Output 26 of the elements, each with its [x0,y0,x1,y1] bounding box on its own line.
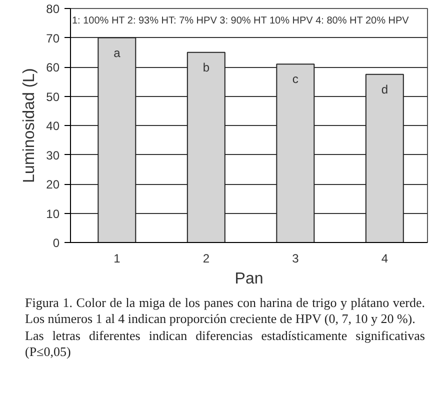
annotation: b [202,60,210,74]
y-tick-label: 20 [46,178,60,192]
text: Figura 1. Color de la miga de los panes con harina de trigo y plátano verde. Los números 1 al 4 indican proporción creciente de HPV (0, 7, 10 y 20 %). [25,295,425,326]
y-tick-label: 30 [46,148,60,162]
y-tick-label: 60 [46,60,60,74]
bar [98,37,136,242]
annotation: d [381,82,388,96]
y-tick-label: 80 [46,2,60,16]
annotation: c [292,72,298,86]
annotation: a [114,46,121,60]
y-axis-title: Luminosidad (L) [21,68,38,183]
x-axis-title: Pan [234,270,264,288]
bar [276,64,315,242]
y-tick-label: 50 [46,90,60,104]
text: Las letras diferentes indican diferencias estadísticamente significativas (P≤0,05) [25,328,425,359]
y-tick-label: 70 [46,31,60,46]
y-tick-label: 40 [46,119,60,133]
bar [186,52,226,242]
x-tick-label: 1 [114,252,121,266]
y-tick-label: 0 [52,236,60,250]
y-tick-label: 10 [46,206,60,221]
x-tick-label: 3 [292,252,300,266]
bar [365,74,404,242]
x-tick-label: 2 [202,252,210,266]
annotation: 1: 100% HT 2: 93% HT: 7% HPV 3: 90% HT 10% HPV 4: 80% HT 20% HPV [72,16,410,26]
x-tick-label: 4 [381,252,388,266]
